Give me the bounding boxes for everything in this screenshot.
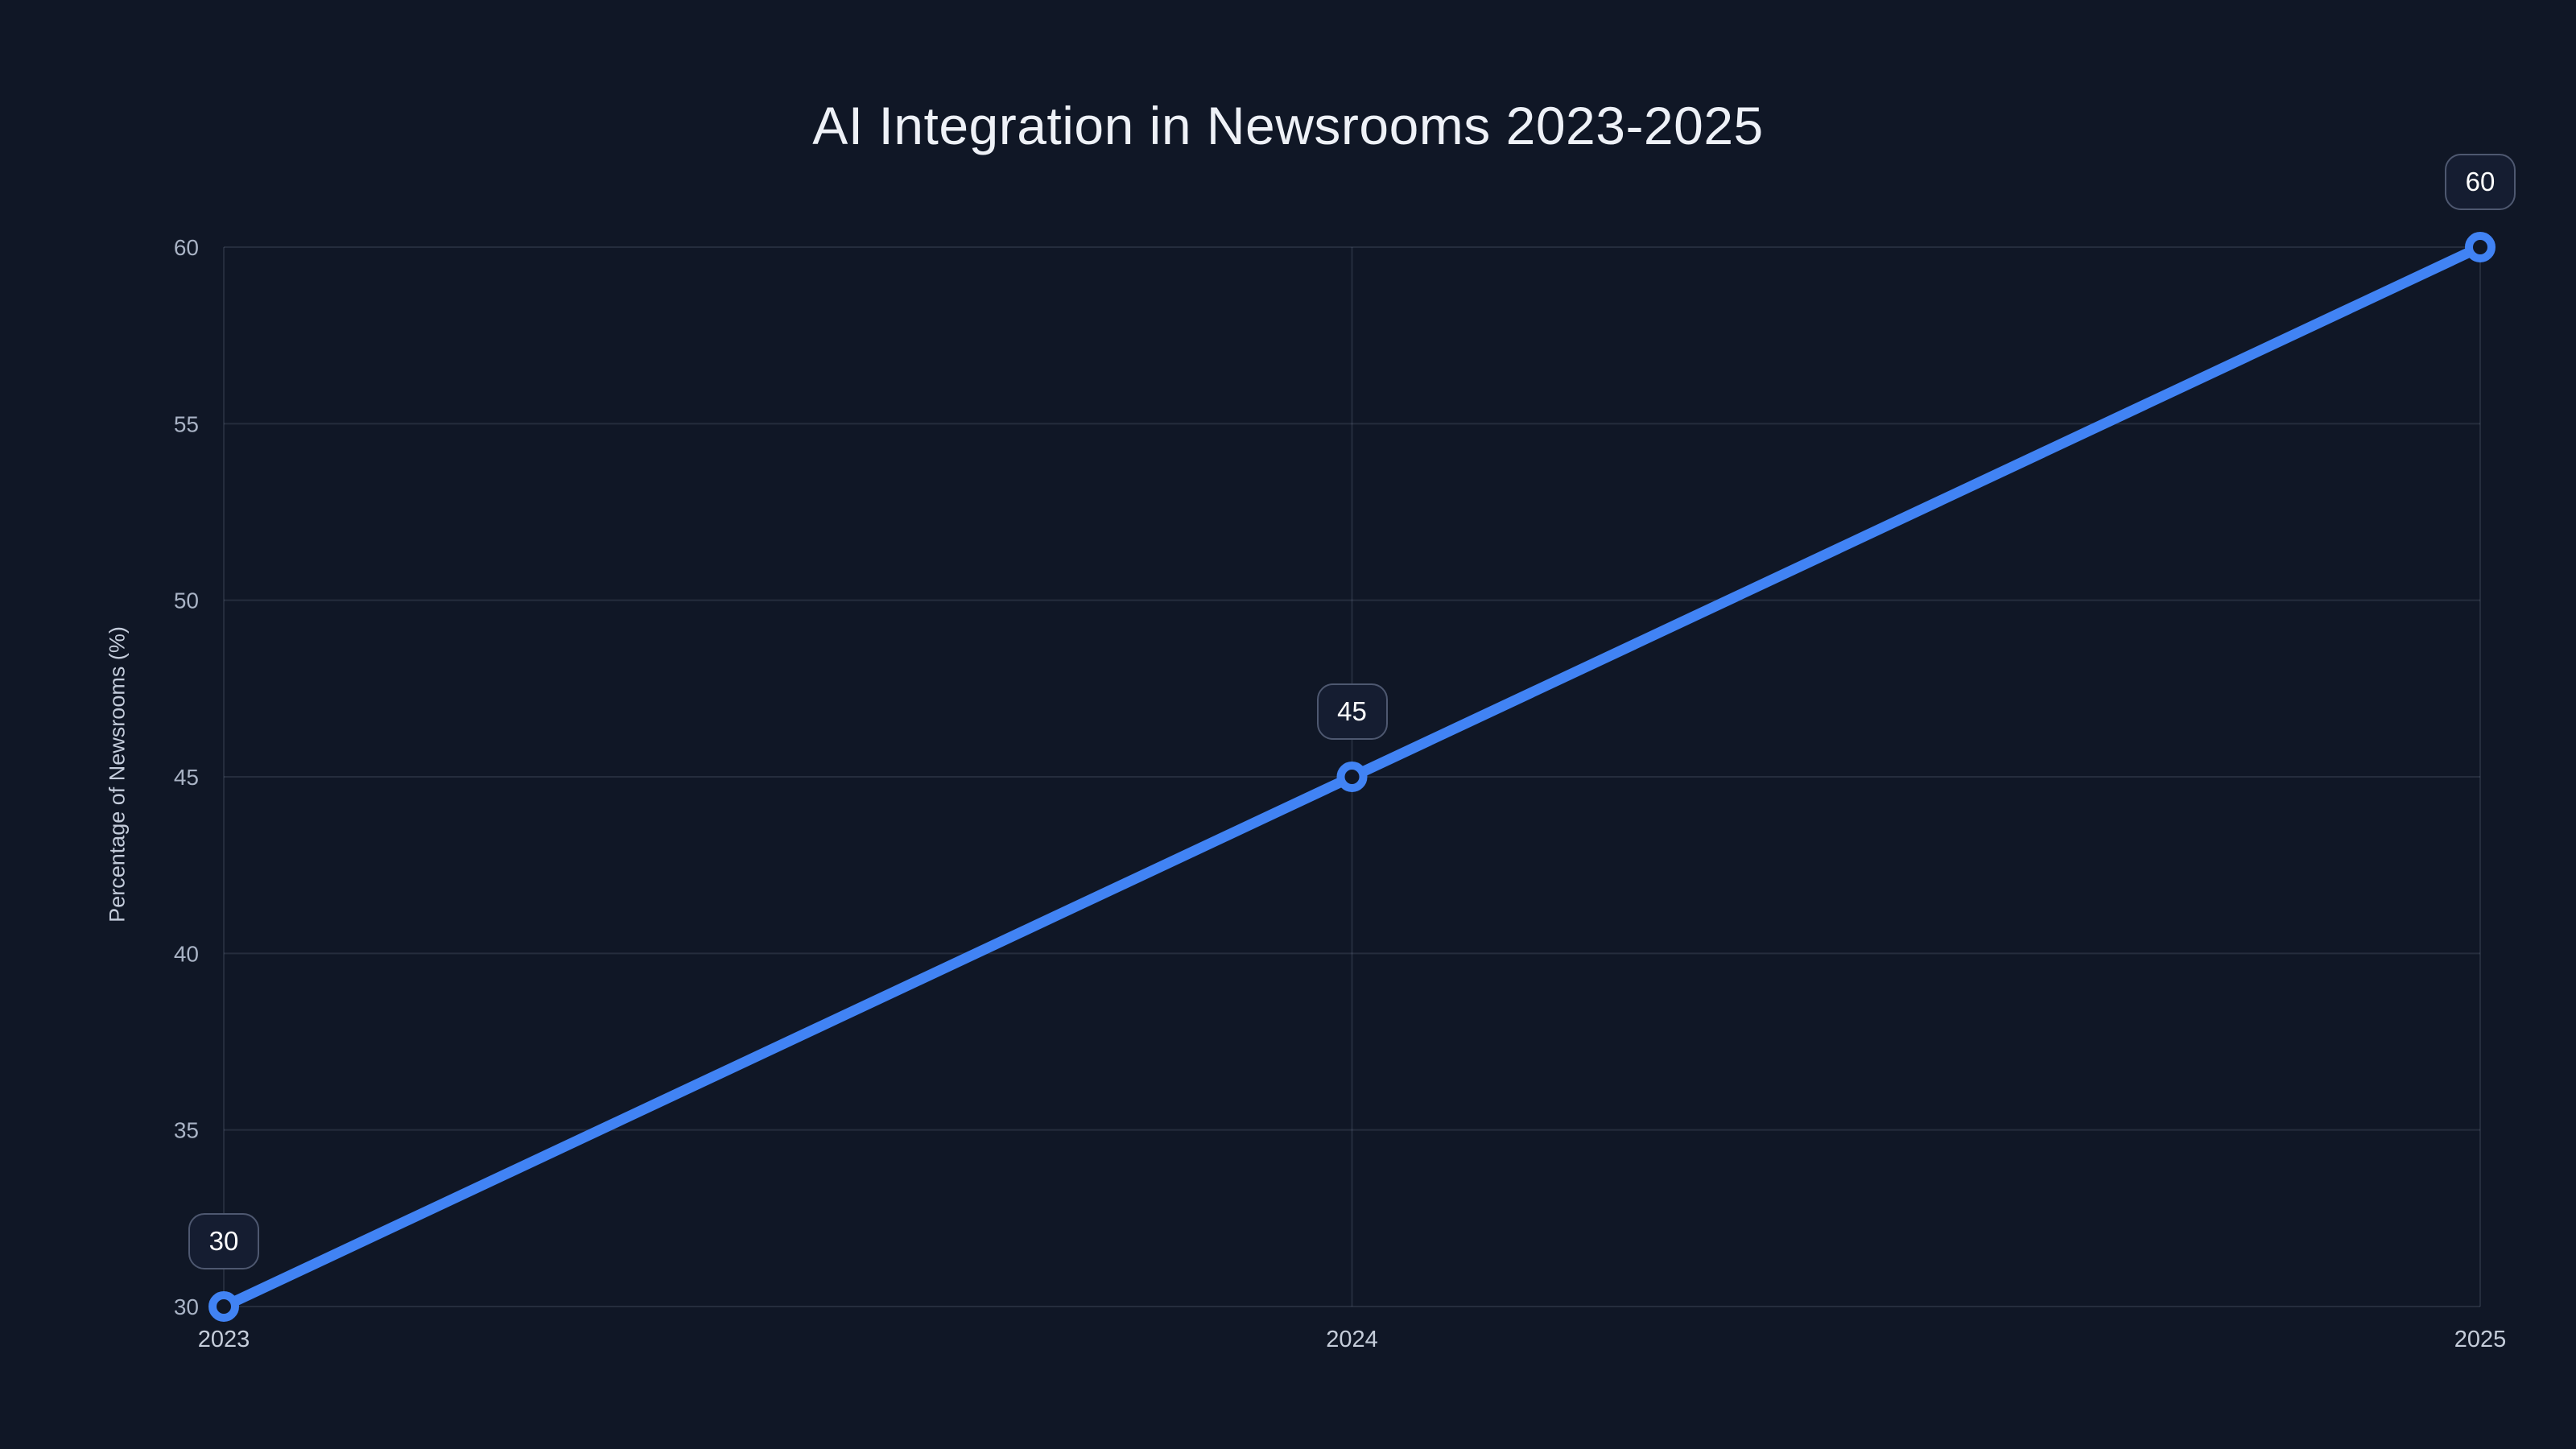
- y-tick-label: 45: [174, 765, 199, 790]
- chart-title: AI Integration in Newsrooms 2023-2025: [812, 96, 1764, 155]
- data-point-label: 60: [2445, 154, 2516, 210]
- y-tick-label: 35: [174, 1118, 199, 1143]
- data-point-marker[interactable]: [2465, 232, 2496, 262]
- y-tick-label: 40: [174, 941, 199, 966]
- data-point-label: 30: [188, 1213, 259, 1269]
- y-tick-label: 30: [174, 1294, 199, 1319]
- x-tick-label: 2025: [2454, 1327, 2507, 1352]
- y-tick-label: 50: [174, 588, 199, 613]
- data-point-label: 45: [1316, 683, 1388, 740]
- y-tick-label: 60: [174, 235, 199, 260]
- x-tick-label: 2023: [198, 1327, 250, 1352]
- data-point-marker[interactable]: [208, 1291, 239, 1322]
- x-tick-label: 2024: [1326, 1327, 1378, 1352]
- data-point-marker[interactable]: [1336, 762, 1368, 792]
- y-tick-label: 55: [174, 411, 199, 436]
